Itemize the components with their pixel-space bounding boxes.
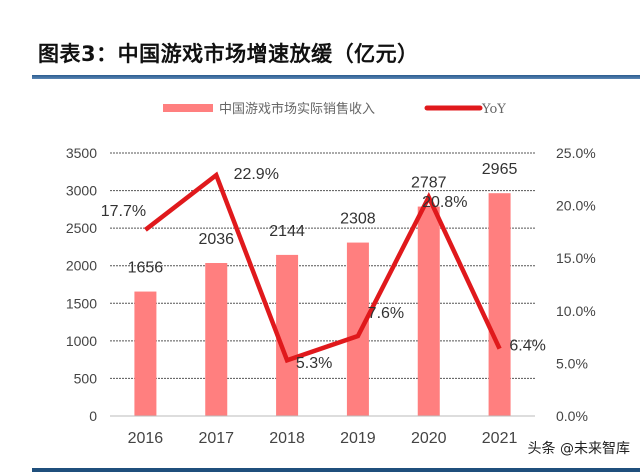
bar bbox=[276, 254, 299, 416]
line-data-label: 7.6% bbox=[368, 305, 404, 322]
bar-data-label: 2144 bbox=[269, 223, 305, 240]
watermark: 头条 @未来智库 bbox=[527, 441, 630, 457]
bottom-divider bbox=[32, 468, 640, 472]
bar bbox=[346, 242, 369, 416]
bar-data-label: 2308 bbox=[340, 211, 376, 228]
y-left-tick-label: 3500 bbox=[66, 145, 97, 161]
yoy-line bbox=[144, 171, 502, 364]
y-left-tick-label: 3000 bbox=[66, 183, 97, 199]
bar-data-label: 1656 bbox=[128, 260, 164, 277]
y-right-tick-label: 15.0% bbox=[556, 250, 596, 266]
bar bbox=[205, 263, 228, 416]
legend-swatch-bar bbox=[163, 104, 213, 112]
line-data-label: 5.3% bbox=[296, 355, 332, 372]
line-data-label: 17.7% bbox=[101, 203, 146, 220]
line-data-label: 22.9% bbox=[234, 166, 279, 183]
y-left-tick-label: 500 bbox=[74, 370, 98, 386]
bar-data-label: 2036 bbox=[198, 231, 234, 248]
y-right-tick-label: 0.0% bbox=[556, 408, 588, 424]
legend-label-line: YoY bbox=[481, 102, 506, 117]
x-tick-label: 2017 bbox=[198, 430, 234, 447]
y-left-tick-label: 2000 bbox=[66, 258, 97, 274]
y-right-tick-label: 20.0% bbox=[556, 198, 596, 214]
y-left-tick-label: 0 bbox=[89, 408, 97, 424]
x-tick-label: 2019 bbox=[340, 430, 376, 447]
legend: 中国游戏市场实际销售收入 YoY bbox=[163, 101, 506, 117]
y-left-tick-label: 2500 bbox=[66, 220, 97, 236]
bar-data-label: 2787 bbox=[411, 175, 447, 192]
legend-label-bar: 中国游戏市场实际销售收入 bbox=[219, 101, 375, 117]
y-left-tick-label: 1500 bbox=[66, 295, 97, 311]
bar-data-label: 2965 bbox=[482, 161, 518, 178]
x-tick-label: 2018 bbox=[269, 430, 305, 447]
y-right-tick-label: 5.0% bbox=[556, 355, 588, 371]
x-tick-label: 2020 bbox=[411, 430, 447, 447]
bar bbox=[488, 193, 511, 416]
line-data-label: 6.4% bbox=[509, 338, 545, 355]
chart-title: 图表3：中国游戏市场增速放缓（亿元） bbox=[38, 42, 419, 66]
bar bbox=[417, 206, 440, 416]
y-left-tick-label: 1000 bbox=[66, 333, 97, 349]
y-right-tick-label: 25.0% bbox=[556, 145, 596, 161]
line-data-label: 20.8% bbox=[422, 194, 467, 211]
y-right-tick-label: 10.0% bbox=[556, 303, 596, 319]
bar bbox=[134, 291, 157, 416]
x-tick-label: 2016 bbox=[128, 430, 164, 447]
x-tick-label: 2021 bbox=[482, 430, 518, 447]
title-divider bbox=[32, 75, 640, 79]
